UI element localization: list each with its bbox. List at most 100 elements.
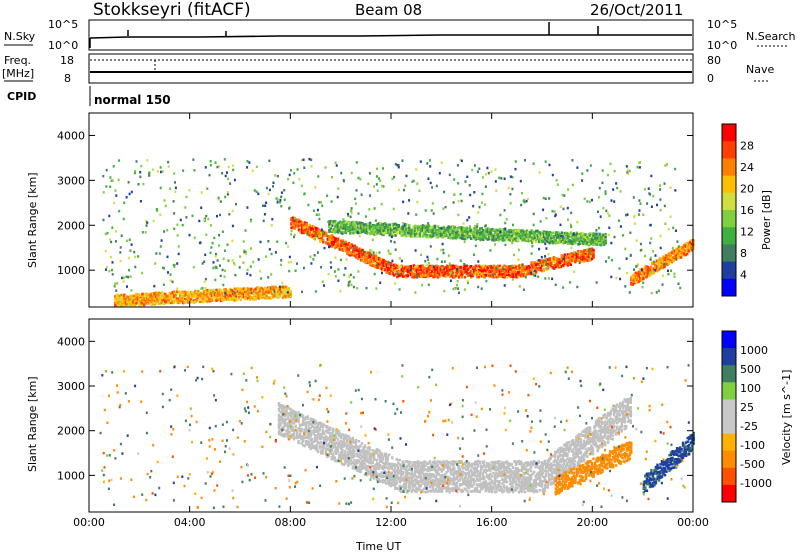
power-cell: [551, 256, 554, 260]
power-cell: [495, 232, 499, 235]
power-cell: [399, 270, 402, 274]
power-cell: [121, 297, 125, 300]
power-cell: [278, 292, 282, 295]
power-cell: [150, 303, 153, 306]
power-cell: [329, 240, 332, 244]
power-cell: [464, 269, 467, 272]
power-cell: [566, 260, 570, 264]
power-cell: [280, 286, 283, 289]
power-cell: [303, 192, 306, 195]
power-cell: [364, 228, 367, 232]
power-cell: [515, 237, 518, 240]
power-cell: [145, 301, 149, 304]
date-label: 26/Oct/2011: [590, 1, 683, 19]
power-cell: [409, 264, 412, 268]
power-cell: [666, 257, 669, 260]
power-cell: [565, 258, 568, 262]
power-cell: [488, 265, 491, 268]
power-cell: [376, 259, 379, 262]
power-cell: [427, 228, 431, 231]
power-cell: [283, 289, 286, 292]
power-cell: [356, 255, 360, 259]
power-cell: [461, 226, 464, 229]
power-cell: [524, 237, 527, 240]
power-cell: [114, 297, 117, 300]
power-cell: [350, 211, 353, 215]
power-cell: [138, 295, 141, 298]
power-cell: [414, 228, 417, 231]
power-cell: [129, 300, 132, 304]
power-cell: [566, 240, 570, 243]
power-cell: [189, 292, 193, 296]
power-cell: [242, 294, 245, 298]
power-cell: [344, 227, 348, 230]
power-cell: [541, 232, 544, 235]
power-cell: [406, 227, 409, 230]
power-cell: [179, 301, 182, 304]
power-cell: [675, 247, 678, 251]
power-cell: [409, 271, 412, 275]
power-cell: [165, 294, 168, 298]
power-cell: [349, 246, 352, 250]
power-cell: [462, 222, 465, 225]
power-cell: [396, 223, 399, 227]
power-cell: [402, 275, 405, 278]
power-cell: [450, 236, 453, 240]
power-cell: [503, 274, 506, 278]
power-cell: [388, 226, 391, 229]
power-cell: [510, 230, 514, 233]
power-cell: [111, 273, 114, 276]
power-cell: [532, 162, 535, 165]
power-cell: [115, 304, 119, 308]
power-cell: [328, 243, 331, 247]
power-cell: [528, 268, 532, 272]
power-cell: [227, 259, 230, 262]
power-cell: [586, 248, 589, 251]
power-cell: [559, 239, 562, 242]
power-cell: [242, 292, 245, 296]
power-cell: [158, 291, 161, 295]
power-cell: [355, 251, 358, 255]
power-cell: [328, 230, 331, 233]
power-cell: [500, 275, 503, 278]
power-cell: [375, 251, 378, 255]
power-cell: [105, 268, 107, 271]
power-cell: [154, 262, 157, 265]
power-cell: [124, 302, 128, 305]
power-cell: [485, 233, 488, 236]
power-cell: [544, 197, 547, 200]
power-cell: [141, 298, 144, 302]
power-cell: [174, 181, 176, 184]
power-cell: [337, 244, 340, 248]
power-cell: [114, 301, 117, 304]
power-cell: [535, 230, 538, 233]
power-cell: [277, 290, 280, 294]
power-cell: [589, 238, 592, 241]
power-cell: [563, 258, 566, 262]
power-cell: [370, 232, 373, 235]
power-cell: [473, 232, 476, 236]
power-cell: [269, 292, 273, 296]
power-cell: [545, 263, 548, 266]
power-cell: [516, 274, 520, 277]
power-cell: [174, 298, 177, 302]
power-cell: [306, 229, 310, 232]
power-cell: [285, 241, 287, 245]
power-cell: [471, 235, 474, 238]
power-cell: [343, 243, 346, 246]
power-cell: [263, 296, 267, 300]
power-cell: [349, 222, 352, 226]
power-cell: [525, 238, 528, 241]
power-cell: [527, 272, 530, 276]
nsky-label: N.Sky: [4, 30, 36, 43]
power-cell: [674, 167, 677, 171]
power-cell: [271, 292, 274, 296]
power-cell: [482, 229, 485, 232]
power-cell: [262, 289, 265, 293]
power-cell: [636, 274, 639, 277]
power-cell: [489, 229, 493, 232]
power-cell: [656, 203, 658, 207]
power-cell: [660, 258, 663, 262]
power-cell: [362, 227, 366, 230]
power-cell: [423, 224, 426, 228]
